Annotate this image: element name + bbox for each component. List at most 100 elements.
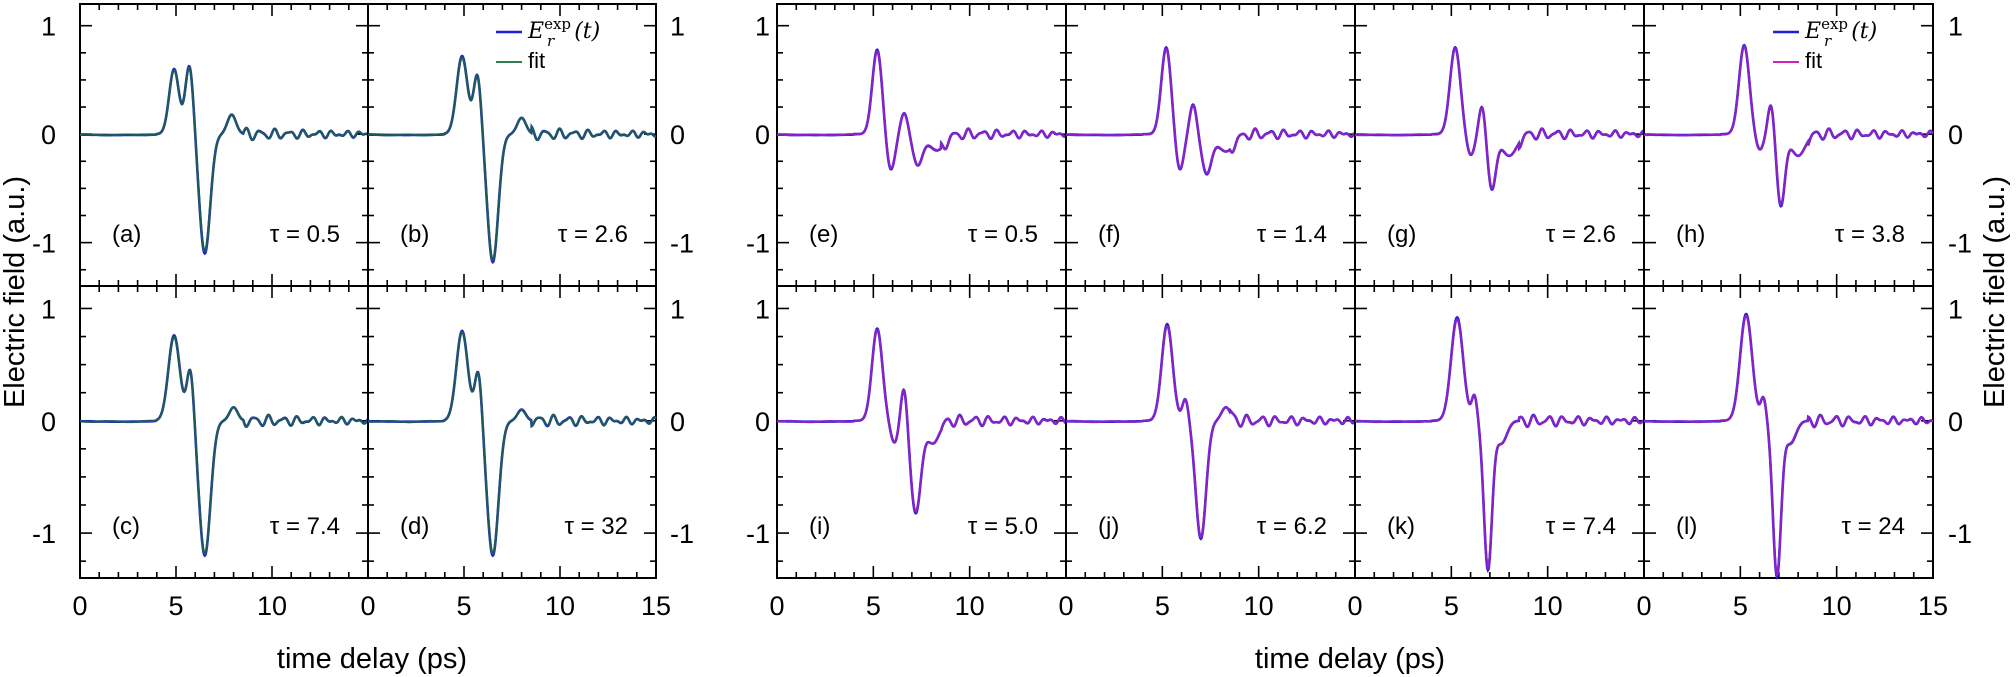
panel-frame-d — [367, 285, 657, 579]
tau-label-l: τ = 24 — [1841, 513, 1905, 540]
y-tick-label-outer-left: 1 — [41, 294, 56, 324]
panel-j: (j) τ = 6.2 — [1065, 285, 1356, 579]
tau-label-g: τ = 2.6 — [1546, 221, 1616, 248]
panel-label-d: (d) — [400, 513, 429, 540]
tau-label-a: τ = 0.5 — [270, 221, 340, 248]
panel-k: (k) τ = 7.4 — [1354, 285, 1645, 579]
y-tick-label-outer-right: -1 — [1948, 229, 1972, 259]
y-tick-label-outer-right: -1 — [1948, 519, 1972, 549]
y-tick-label-right-group-left: 0 — [755, 407, 770, 437]
y-tick-label-outer-right: 1 — [1948, 294, 1963, 324]
panel-label-l: (l) — [1676, 513, 1697, 540]
y-tick-label-left-group-right: -1 — [670, 229, 694, 259]
x-tick-label-right: 10 — [1822, 591, 1852, 621]
x-tick-label-right: 10 — [955, 591, 985, 621]
x-tick-label-left: 10 — [257, 591, 287, 621]
series-fit-d — [367, 330, 657, 556]
tau-label-c: τ = 7.4 — [270, 513, 340, 540]
series-fit-l — [1643, 314, 1934, 578]
x-tick-label-left: 15 — [641, 591, 671, 621]
series-fit-f — [1065, 47, 1356, 175]
x-tick-label-right: 0 — [1347, 591, 1362, 621]
panel-h: (h) τ = 3.8 Eexp r (t)fit — [1643, 3, 1935, 287]
tau-label-f: τ = 1.4 — [1257, 221, 1327, 248]
tau-label-b: τ = 2.6 — [558, 221, 628, 248]
tau-label-h: τ = 3.8 — [1835, 221, 1905, 248]
x-tick-label-right: 5 — [866, 591, 881, 621]
x-tick-label-left: 0 — [72, 591, 87, 621]
x-axis-title-right: time delay (ps) — [1255, 643, 1445, 675]
panel-label-i: (i) — [809, 513, 830, 540]
panel-c: (c) τ = 7.4 — [79, 285, 370, 579]
series-exp-e — [776, 48, 1067, 171]
y-tick-label-right-group-left: 1 — [755, 12, 770, 42]
x-tick-label-right: 5 — [1733, 591, 1748, 621]
series-fit-h — [1644, 44, 1934, 206]
y-tick-label-right-group-left: 1 — [755, 294, 770, 324]
series-exp-h — [1643, 43, 1935, 208]
panel-label-b: (b) — [400, 221, 429, 248]
series-fit-b — [367, 56, 657, 262]
x-tick-label-right: 0 — [1058, 591, 1073, 621]
legend-label-fit: fit — [528, 48, 545, 73]
panel-label-k: (k) — [1387, 513, 1415, 540]
y-tick-label-left-group-right: 0 — [670, 120, 685, 150]
x-tick-label-right: 15 — [1918, 591, 1948, 621]
legend-label-fit: fit — [1805, 48, 1822, 73]
series-fit-c — [79, 335, 369, 556]
panel-a: (a) τ = 0.5 — [79, 3, 369, 287]
panel-label-c: (c) — [112, 513, 140, 540]
x-tick-label-right: 10 — [1244, 591, 1274, 621]
tau-label-j: τ = 6.2 — [1257, 513, 1327, 540]
x-tick-label-left: 5 — [456, 591, 471, 621]
x-axis-title-left: time delay (ps) — [277, 643, 467, 675]
y-tick-label-outer-left: -1 — [32, 519, 56, 549]
series-fit-a — [79, 66, 369, 253]
tau-label-e: τ = 0.5 — [968, 221, 1038, 248]
y-axis-title-right: Electric field (a.u.) — [1979, 176, 2011, 408]
tau-label-i: τ = 5.0 — [968, 513, 1038, 540]
y-tick-label-outer-right: 0 — [1948, 120, 1963, 150]
legend-label-exp: Eexp r (t) — [527, 15, 600, 50]
legend-label-exp: Eexp r (t) — [1804, 15, 1877, 50]
y-tick-label-outer-right: 1 — [1948, 12, 1963, 42]
x-tick-label-left: 10 — [545, 591, 575, 621]
series-fit-i — [776, 328, 1067, 514]
panel-label-h: (h) — [1676, 221, 1705, 248]
y-axis-title-left: Electric field (a.u.) — [0, 176, 31, 408]
x-tick-label-right: 5 — [1444, 591, 1459, 621]
panel-g: (g) τ = 2.6 — [1354, 3, 1645, 287]
series-fit-g — [1354, 46, 1645, 190]
tau-label-k: τ = 7.4 — [1546, 513, 1616, 540]
panel-label-j: (j) — [1098, 513, 1119, 540]
legend-b: Eexp r (t)fit — [496, 15, 600, 73]
panel-e: (e) τ = 0.5 — [776, 3, 1067, 287]
y-tick-label-left-group-right: 1 — [670, 294, 685, 324]
panel-frame-l — [1643, 285, 1934, 579]
y-tick-label-outer-left: -1 — [32, 229, 56, 259]
y-tick-label-outer-left: 0 — [41, 407, 56, 437]
panel-label-g: (g) — [1387, 221, 1416, 248]
y-tick-label-outer-left: 1 — [41, 12, 56, 42]
x-tick-label-right: 5 — [1155, 591, 1170, 621]
x-tick-label-left: 5 — [168, 591, 183, 621]
y-tick-label-right-group-left: 0 — [755, 120, 770, 150]
series-fit-k — [1355, 318, 1645, 571]
series-fit-j — [1065, 324, 1356, 539]
x-tick-label-left: 0 — [360, 591, 375, 621]
y-tick-label-left-group-right: -1 — [670, 519, 694, 549]
y-tick-label-outer-right: 0 — [1948, 407, 1963, 437]
legend-h: Eexp r (t)fit — [1773, 15, 1877, 73]
panel-label-a: (a) — [112, 221, 141, 248]
y-tick-label-outer-left: 0 — [41, 120, 56, 150]
series-fit-e — [776, 49, 1067, 170]
y-tick-label-right-group-left: -1 — [746, 229, 770, 259]
panel-i: (i) τ = 5.0 — [776, 285, 1067, 579]
tau-label-d: τ = 32 — [564, 513, 628, 540]
panel-label-f: (f) — [1098, 221, 1121, 248]
y-tick-label-left-group-right: 0 — [670, 407, 685, 437]
x-tick-label-right: 0 — [1636, 591, 1651, 621]
panel-f: (f) τ = 1.4 — [1065, 3, 1357, 287]
panel-d: (d) τ = 32 — [367, 285, 658, 579]
